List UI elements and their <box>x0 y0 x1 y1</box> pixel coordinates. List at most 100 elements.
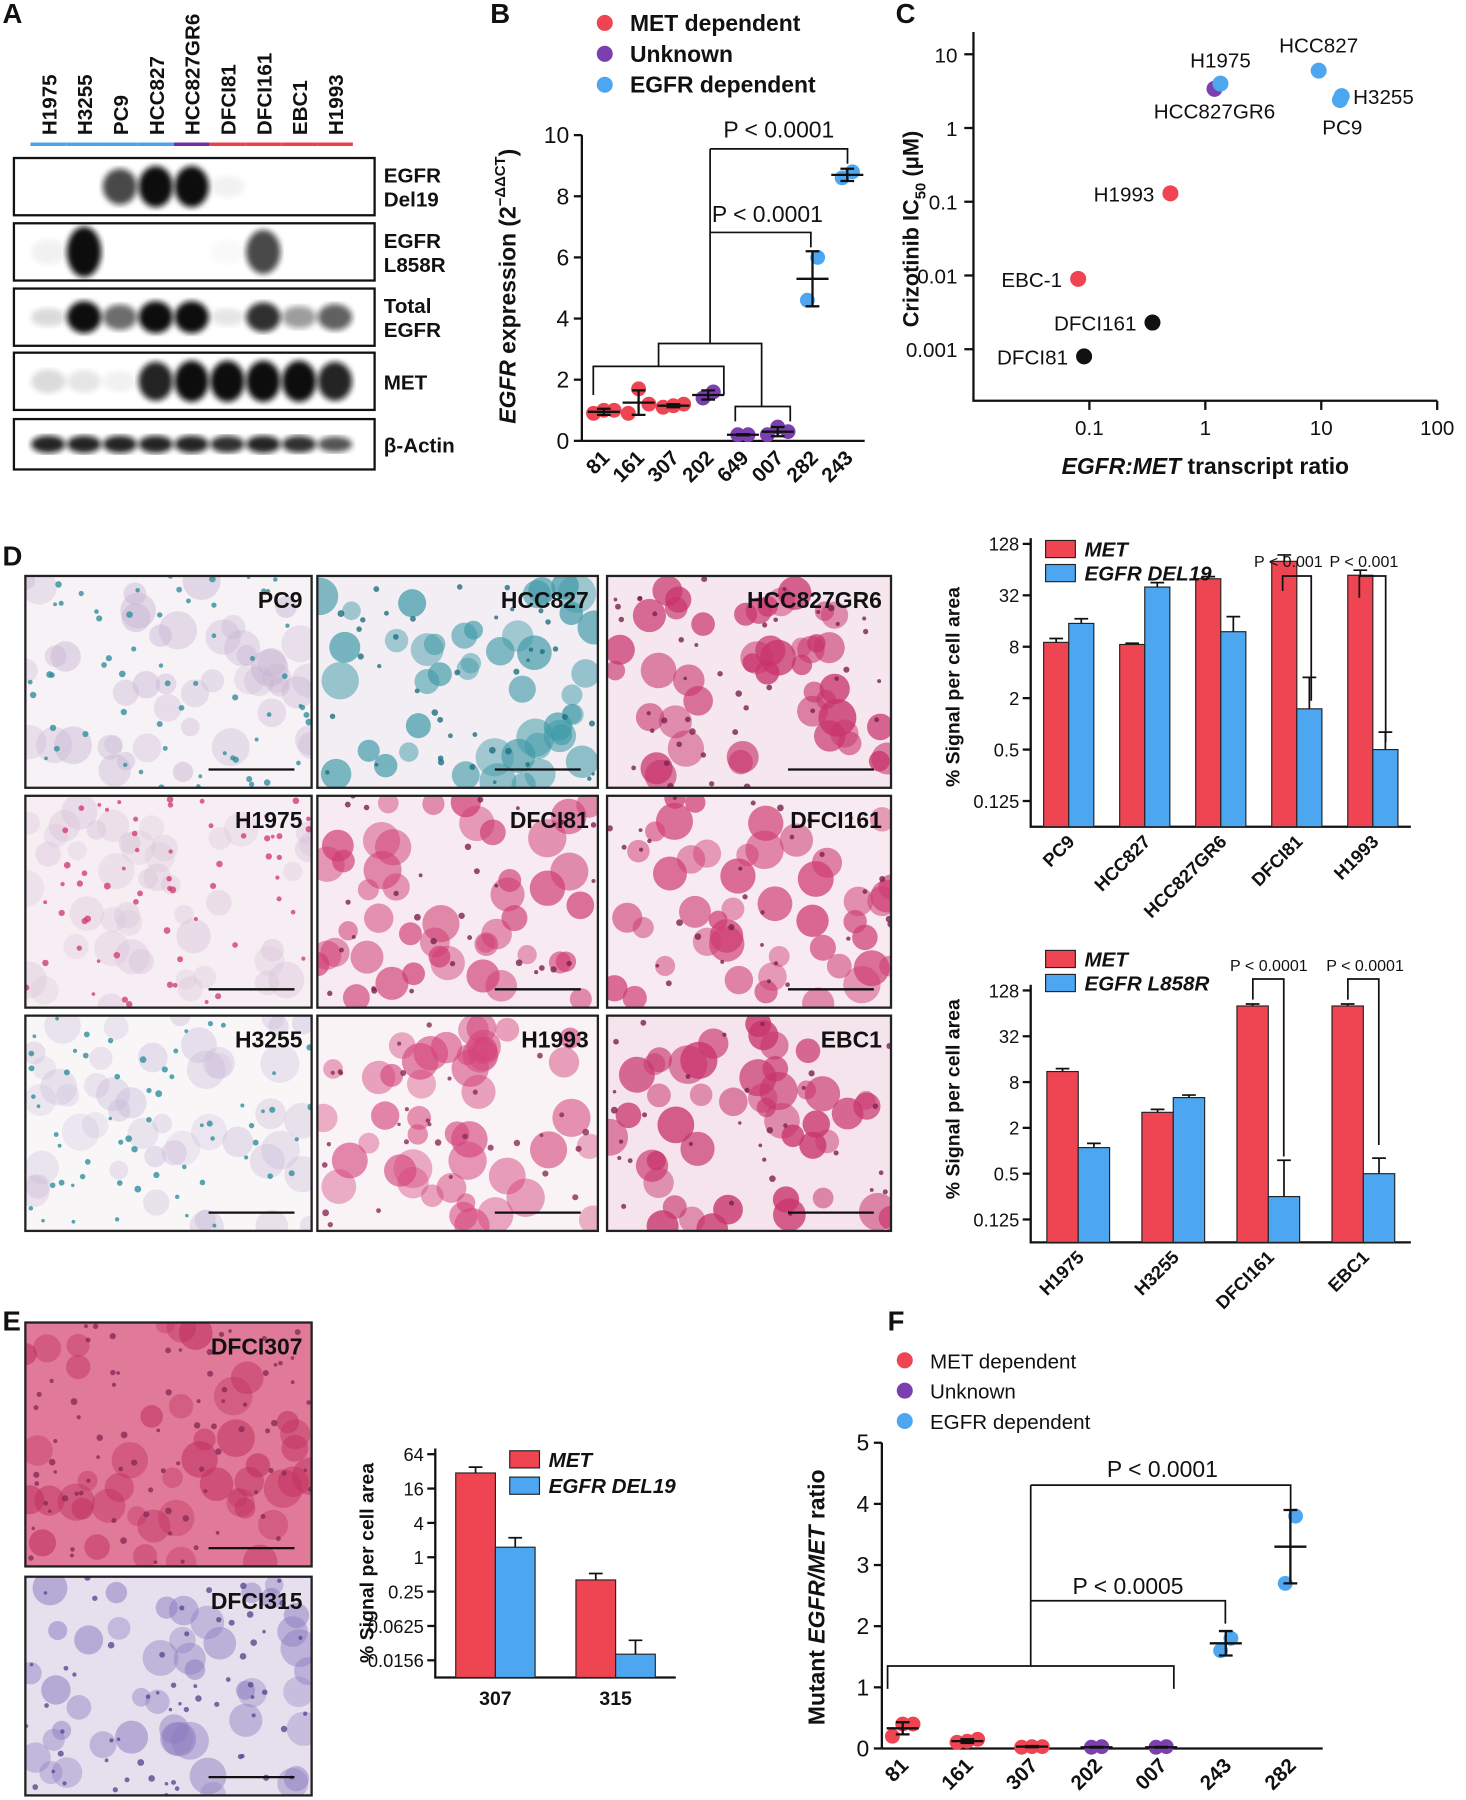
stain-dot <box>886 1043 892 1050</box>
stain-dot <box>638 847 644 852</box>
cell <box>118 832 141 854</box>
cell <box>517 945 537 965</box>
stain-dot <box>728 1200 735 1206</box>
cell <box>813 632 845 664</box>
stain-dot <box>526 658 530 662</box>
stain-dot <box>183 1706 190 1713</box>
stain-dot <box>101 662 107 668</box>
stain-dot <box>874 717 880 723</box>
x-axis-label-part: EGFR:MET <box>1062 453 1184 479</box>
cell <box>414 669 440 695</box>
stain-dot <box>265 589 271 594</box>
cell <box>643 1053 666 1076</box>
stain-dot <box>810 708 816 714</box>
stain-dot <box>49 672 55 678</box>
stain-dot <box>454 669 461 676</box>
bar <box>1296 708 1323 828</box>
stain-dot <box>292 797 300 805</box>
legend-label: MET <box>549 1449 595 1472</box>
stain-dot <box>299 704 306 711</box>
stain-dot <box>877 679 882 684</box>
annotation: P < 0.0001 <box>723 116 834 142</box>
cell <box>644 759 677 788</box>
blot-band <box>210 360 245 402</box>
stain-dot <box>849 816 853 820</box>
cell <box>255 1209 289 1231</box>
stain-dot <box>161 1066 168 1073</box>
cell <box>190 1605 225 1640</box>
cell <box>109 1160 129 1180</box>
cell <box>186 1050 226 1089</box>
stain-dot <box>303 1468 307 1472</box>
cell <box>56 1083 80 1107</box>
micrograph-frame <box>316 574 600 789</box>
y-tick-label: 128 <box>989 980 1020 1001</box>
cell <box>86 820 107 840</box>
stain-dot <box>166 875 172 882</box>
cell <box>384 1154 417 1187</box>
cell <box>282 861 303 882</box>
cell <box>44 1015 81 1044</box>
stain-dot <box>294 1137 299 1142</box>
stain-dot <box>193 1545 199 1551</box>
error-bar <box>1277 1159 1291 1197</box>
stain-dot <box>153 1171 160 1179</box>
stain-dot <box>53 745 60 752</box>
cell <box>208 826 232 850</box>
cell <box>569 988 592 1008</box>
stain-dot <box>250 1695 255 1699</box>
legend-swatch <box>1045 563 1076 583</box>
stain-dot <box>249 656 255 661</box>
blot-band <box>66 369 102 393</box>
stain-dot <box>701 576 708 583</box>
cell <box>275 596 297 618</box>
y-tick-label: 0.0625 <box>368 1616 424 1637</box>
panel-label: B <box>490 0 510 29</box>
stain-dot <box>139 1056 147 1063</box>
stain-dot <box>766 684 773 691</box>
cell <box>269 676 290 697</box>
cell <box>559 1027 581 1049</box>
stain-dot <box>123 762 128 768</box>
stain-dot <box>425 1118 431 1123</box>
cell <box>691 612 715 636</box>
stain-dot <box>118 1466 124 1472</box>
error-bar <box>1055 1067 1070 1072</box>
x-tick-label: 100 <box>1420 417 1454 440</box>
cell <box>42 1728 65 1751</box>
cell <box>143 863 172 892</box>
y-axis-label: Crizotinib IC50 (μM) <box>898 131 929 328</box>
stain-dot <box>607 825 613 832</box>
cell <box>632 598 666 633</box>
stain-dot <box>156 1428 161 1433</box>
cell <box>755 660 780 685</box>
stain-dot <box>504 584 511 591</box>
y-tick-label: 128 <box>989 534 1020 555</box>
cell <box>41 1675 71 1705</box>
cell <box>821 601 849 629</box>
cell <box>495 1017 520 1042</box>
stain-dot <box>55 1016 59 1021</box>
stain-dot <box>588 720 596 727</box>
stain-dot <box>774 961 778 966</box>
cell <box>30 975 59 1005</box>
legend-marker <box>896 1412 913 1430</box>
cell <box>430 1031 463 1064</box>
x-tick-label: 202 <box>678 446 719 487</box>
stain-dot <box>882 1189 888 1195</box>
stain-dot <box>277 1578 282 1583</box>
cell <box>63 933 89 960</box>
stain-dot <box>816 609 821 614</box>
cell <box>181 1027 217 1064</box>
cell <box>777 576 812 610</box>
stain-dot <box>113 951 121 959</box>
cell <box>175 969 197 990</box>
stain-dot <box>305 826 312 833</box>
stain-dot <box>36 1391 42 1397</box>
cell <box>116 751 136 771</box>
stain-dot <box>81 870 88 877</box>
y-tick-label: 4 <box>414 1513 424 1534</box>
blot-band <box>102 435 138 453</box>
stain-dot <box>303 1711 308 1716</box>
